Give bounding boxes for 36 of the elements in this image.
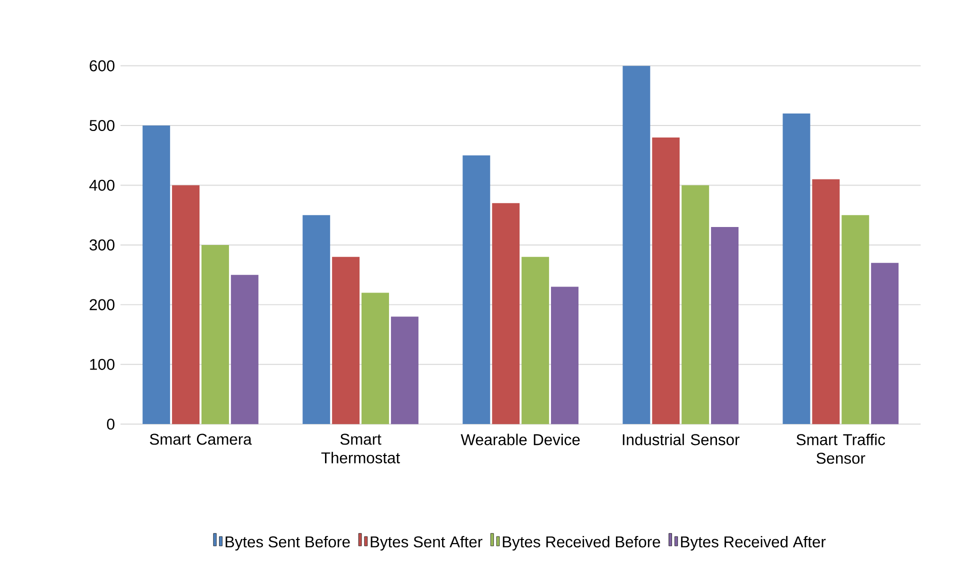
legend-label: Bytes Sent After xyxy=(370,536,482,550)
x-tick-label: Industrial Sensor xyxy=(622,434,740,446)
legend-label: Bytes Received Before xyxy=(502,536,660,550)
bar xyxy=(551,286,578,424)
y-tick-label: 400 xyxy=(89,180,114,191)
bar xyxy=(142,125,170,424)
bar xyxy=(302,214,330,424)
bar xyxy=(871,262,899,424)
bar xyxy=(711,226,739,424)
bar xyxy=(362,292,390,424)
x-tick-label: Smart Traffic Sensor xyxy=(796,434,886,464)
y-tick-label: 300 xyxy=(90,239,114,250)
y-tick-label: 600 xyxy=(90,60,114,72)
bar xyxy=(682,185,710,424)
y-tick-label: 100 xyxy=(90,358,114,370)
bar xyxy=(622,66,650,424)
bar xyxy=(332,256,360,424)
y-tick-label: 200 xyxy=(90,298,114,310)
bar xyxy=(842,214,870,424)
bar xyxy=(652,137,680,424)
bar xyxy=(390,316,418,424)
legend-label: Bytes Sent Before xyxy=(226,536,350,550)
bar xyxy=(782,113,810,424)
y-tick-label: 0 xyxy=(106,418,114,430)
x-tick-label: Smart Camera xyxy=(150,434,252,445)
x-tick-label: Wearable Device xyxy=(460,434,580,446)
legend-label: Bytes Received After xyxy=(681,536,826,550)
bar xyxy=(462,155,490,424)
bar xyxy=(492,202,520,424)
bar xyxy=(201,244,229,424)
x-tick-label: Smart Thermostat xyxy=(321,434,400,464)
bar xyxy=(230,274,258,424)
bar xyxy=(172,185,200,424)
bar xyxy=(522,256,550,424)
y-tick-label: 500 xyxy=(90,120,114,131)
bar xyxy=(812,179,840,424)
